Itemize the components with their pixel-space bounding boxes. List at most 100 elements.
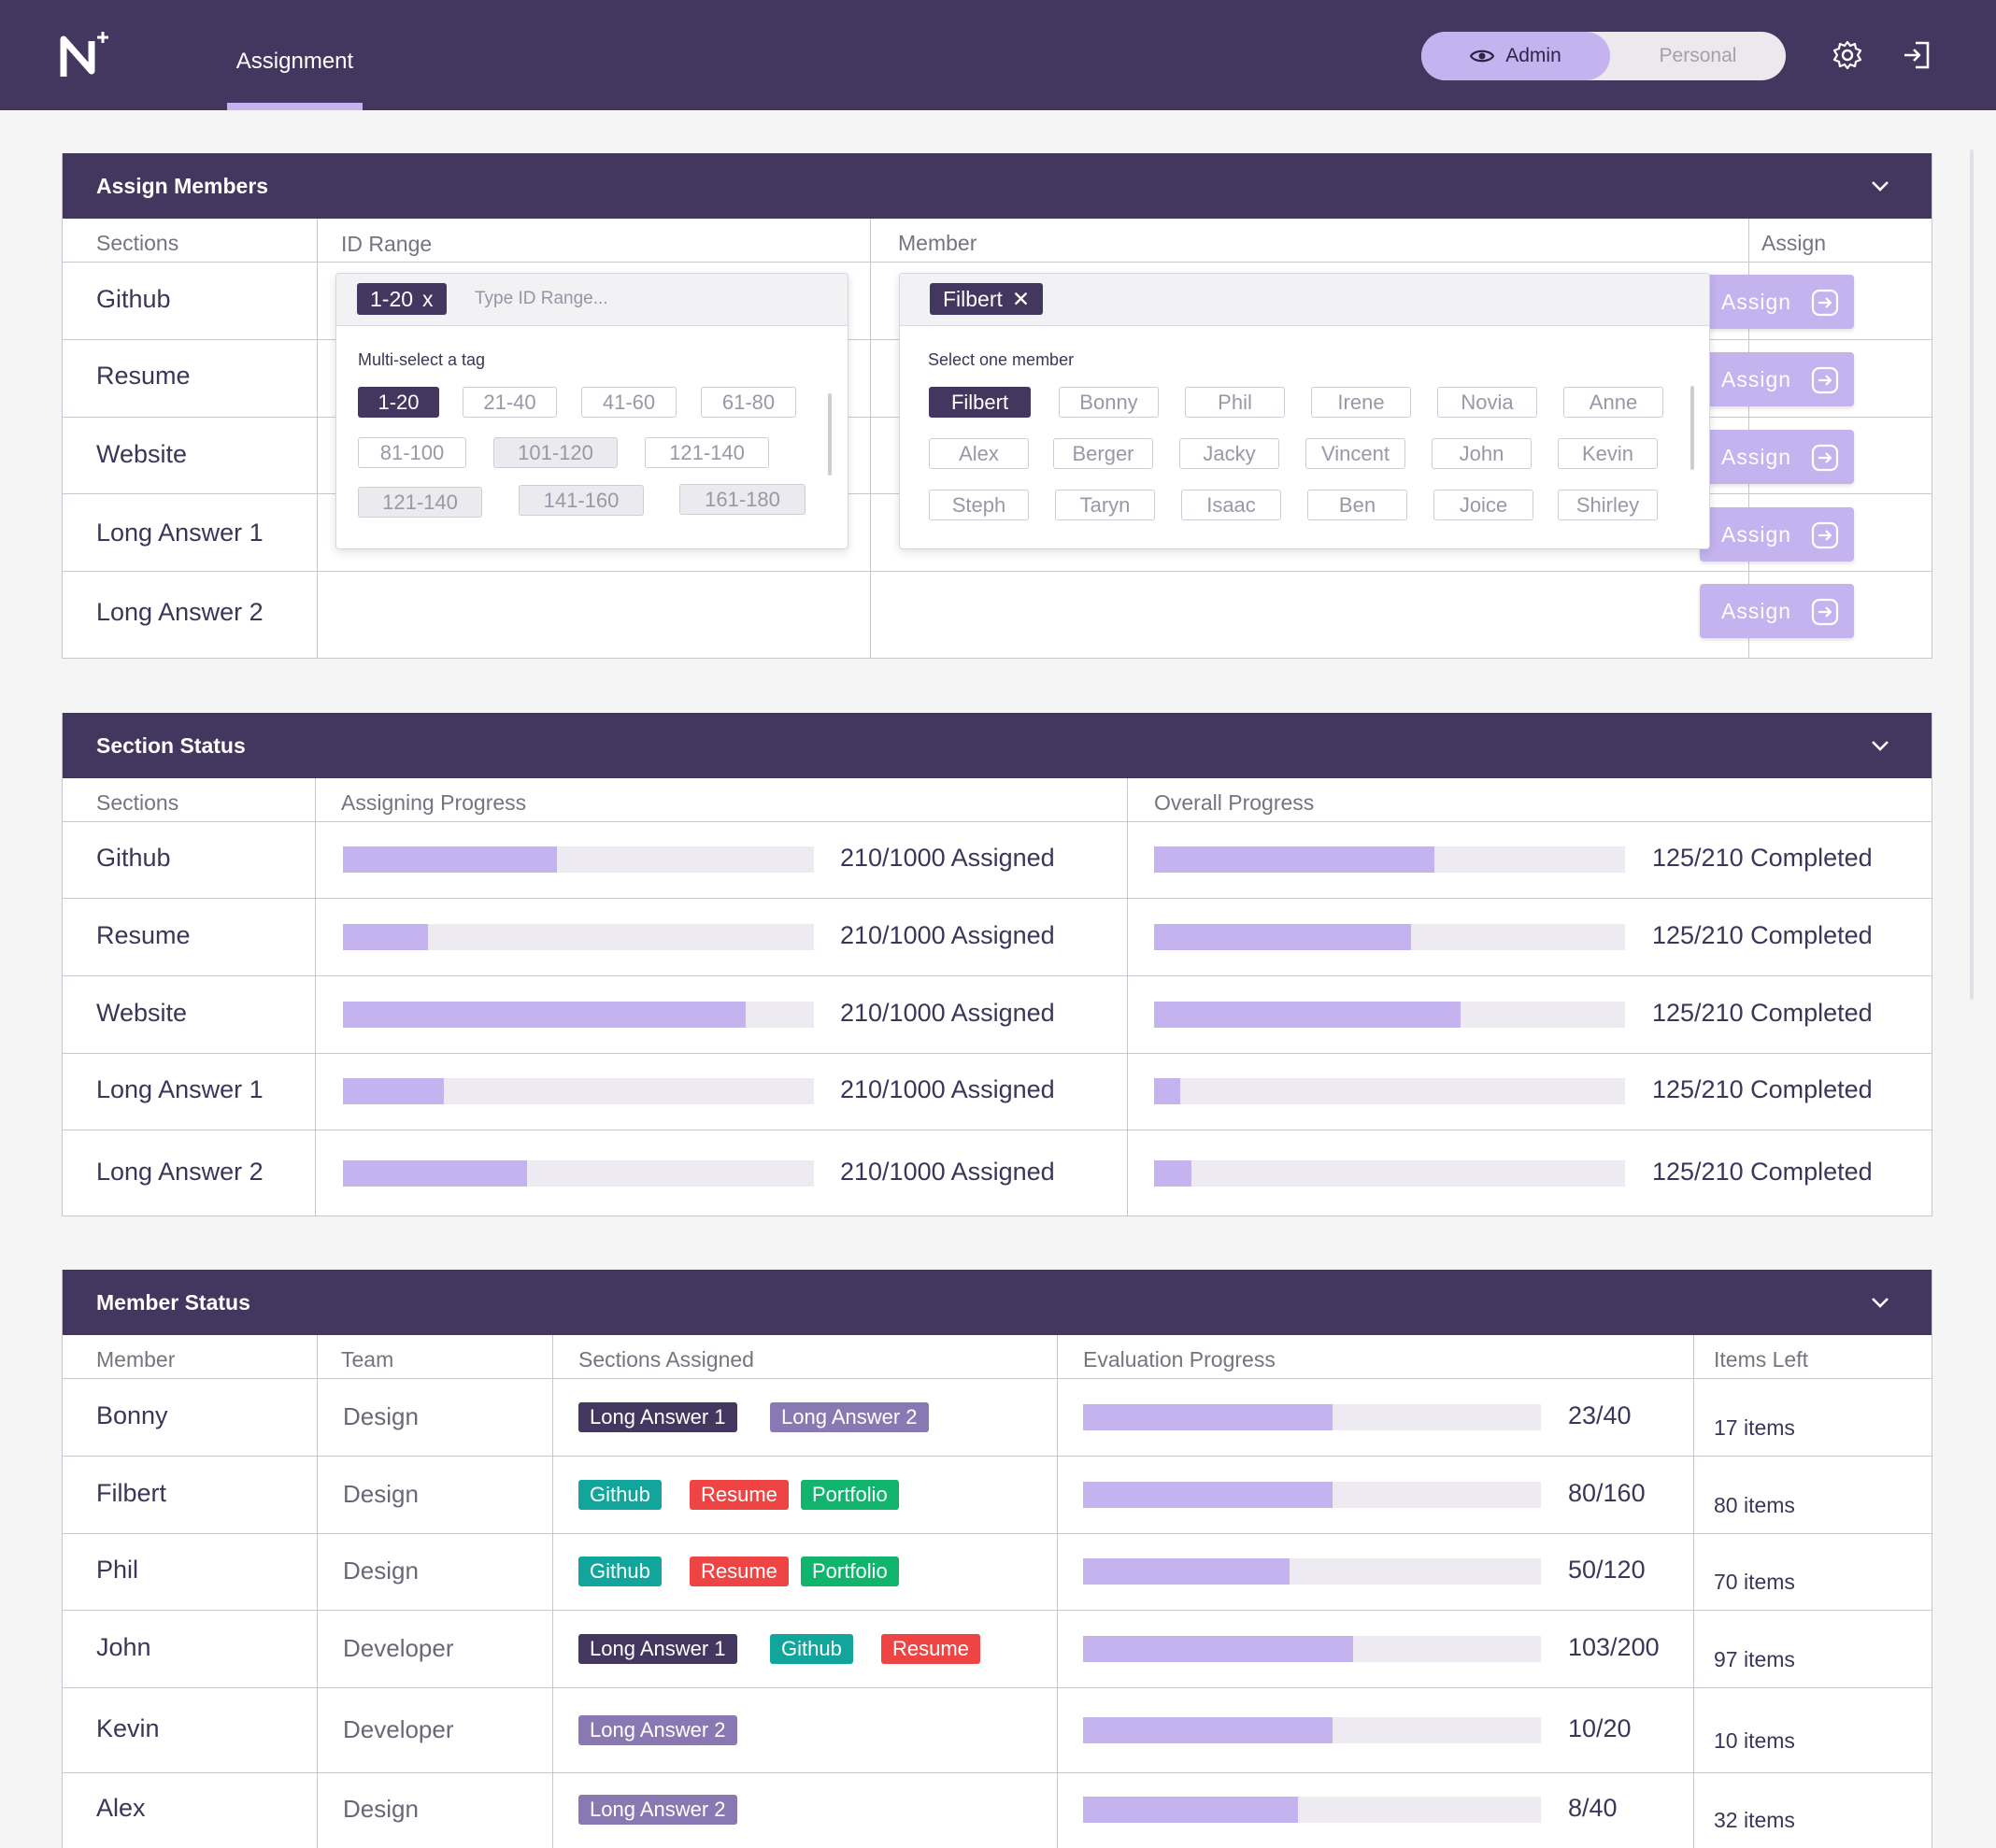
- member-tag[interactable]: Bonny: [1059, 387, 1159, 418]
- col-header-assigning-progress: Assigning Progress: [341, 790, 527, 815]
- section-row-label: Long Answer 1: [96, 519, 264, 547]
- id-tag[interactable]: 121-140: [645, 437, 769, 468]
- member-tag[interactable]: Novia: [1437, 387, 1537, 418]
- chevron-down-icon[interactable]: [1870, 1292, 1890, 1313]
- member-team: Design: [343, 1401, 419, 1430]
- assigning-progress-bar: [343, 923, 814, 950]
- dropdown-scrollbar[interactable]: [828, 393, 832, 476]
- evaluation-progress-bar: [1083, 1481, 1541, 1508]
- progress-fill: [1083, 1558, 1290, 1585]
- member-tag[interactable]: Isaac: [1181, 490, 1281, 520]
- member-tag[interactable]: Kevin: [1558, 438, 1658, 469]
- id-tag[interactable]: 81-100: [358, 437, 466, 468]
- id-tag[interactable]: 121-140: [358, 487, 482, 518]
- member-tag[interactable]: John: [1432, 438, 1532, 469]
- id-tag[interactable]: 101-120: [493, 437, 618, 468]
- assign-button[interactable]: Assign: [1700, 275, 1854, 329]
- assigning-progress-bar: [343, 1159, 814, 1187]
- section-row-label: Resume: [96, 920, 191, 949]
- member-tag[interactable]: Jacky: [1179, 438, 1279, 469]
- assigned-count: 210/1000 Assigned: [840, 1075, 1055, 1103]
- assigned-count: 210/1000 Assigned: [840, 844, 1055, 872]
- arrow-right-icon: [1811, 444, 1839, 472]
- member-tag[interactable]: Taryn: [1055, 490, 1155, 520]
- section-badge: Portfolio: [801, 1479, 899, 1510]
- member-input[interactable]: Filbert ✕: [900, 274, 1709, 326]
- chevron-down-icon[interactable]: [1870, 735, 1890, 756]
- member-status-header[interactable]: Member Status: [63, 1270, 1932, 1335]
- items-left-value: 80 items: [1714, 1492, 1795, 1517]
- completed-count: 125/210 Completed: [1652, 998, 1873, 1027]
- selected-id-chip[interactable]: 1-20 x: [357, 283, 447, 315]
- assigned-count: 210/1000 Assigned: [840, 998, 1055, 1027]
- progress-fill: [343, 1078, 445, 1104]
- gear-icon[interactable]: [1832, 39, 1863, 71]
- assign-members-header[interactable]: Assign Members: [63, 153, 1932, 219]
- personal-mode-label: Personal: [1659, 45, 1737, 66]
- member-tag[interactable]: Filbert: [929, 387, 1031, 418]
- remove-tag-icon[interactable]: x: [422, 286, 434, 311]
- member-team: Developer: [343, 1633, 454, 1662]
- logout-icon[interactable]: [1901, 39, 1932, 71]
- chevron-down-icon[interactable]: [1870, 176, 1890, 196]
- member-name: Alex: [96, 1794, 146, 1822]
- section-badge: Long Answer 2: [770, 1401, 929, 1432]
- tab-assignment[interactable]: Assignment: [227, 0, 363, 110]
- id-tag[interactable]: 141-160: [519, 485, 644, 516]
- assigning-progress-bar: [343, 1078, 814, 1104]
- section-status-title: Section Status: [96, 732, 246, 758]
- member-tag[interactable]: Irene: [1311, 387, 1411, 418]
- id-tag[interactable]: 1-20: [358, 387, 439, 418]
- evaluation-progress-bar: [1083, 1635, 1541, 1662]
- id-tag[interactable]: 21-40: [463, 387, 557, 418]
- member-tag[interactable]: Joice: [1433, 490, 1533, 520]
- member-tag[interactable]: Anne: [1563, 387, 1663, 418]
- dropdown-scrollbar[interactable]: [1690, 386, 1694, 470]
- member-team: Developer: [343, 1714, 454, 1743]
- evaluation-count: 103/200: [1568, 1632, 1660, 1661]
- overall-progress-bar: [1154, 1001, 1625, 1028]
- id-range-placeholder: Type ID Range...: [475, 289, 608, 308]
- section-row-label: Website: [96, 998, 188, 1027]
- app-logo-icon[interactable]: [56, 28, 112, 84]
- section-badge: Long Answer 1: [578, 1633, 737, 1664]
- section-badge: Github: [578, 1557, 662, 1586]
- section-row-label: Long Answer 2: [96, 1157, 264, 1186]
- id-range-input[interactable]: 1-20 x Type ID Range...: [336, 274, 848, 326]
- assign-button[interactable]: Assign: [1700, 584, 1854, 638]
- evaluation-count: 80/160: [1568, 1478, 1646, 1507]
- assign-button[interactable]: Assign: [1700, 352, 1854, 406]
- section-row-label: Long Answer 1: [96, 1075, 264, 1103]
- evaluation-progress-bar: [1083, 1716, 1541, 1743]
- close-icon[interactable]: ✕: [1011, 286, 1031, 311]
- section-badge: Resume: [690, 1479, 789, 1510]
- tab-assignment-label: Assignment: [235, 49, 354, 74]
- arrow-right-icon: [1811, 289, 1839, 317]
- member-tag[interactable]: Berger: [1053, 438, 1153, 469]
- assigning-progress-bar: [343, 1001, 814, 1028]
- col-header-team: Team: [341, 1347, 394, 1372]
- progress-fill: [1154, 1078, 1180, 1104]
- member-tag[interactable]: Alex: [929, 438, 1029, 469]
- active-tab-indicator: [227, 103, 363, 110]
- section-badge: Github: [578, 1479, 662, 1510]
- id-tag[interactable]: 161-180: [679, 484, 806, 515]
- admin-mode-button[interactable]: Admin: [1421, 32, 1610, 80]
- selected-member-chip[interactable]: Filbert ✕: [930, 283, 1044, 315]
- progress-fill: [1083, 1481, 1333, 1508]
- member-name: Filbert: [96, 1478, 167, 1507]
- personal-mode-button[interactable]: Personal: [1610, 32, 1786, 80]
- assign-button[interactable]: Assign: [1700, 430, 1854, 484]
- id-tag[interactable]: 41-60: [581, 387, 677, 418]
- member-tag[interactable]: Vincent: [1305, 438, 1405, 469]
- member-tag[interactable]: Phil: [1185, 387, 1285, 418]
- member-tag[interactable]: Shirley: [1558, 490, 1658, 520]
- id-tag[interactable]: 61-80: [701, 387, 796, 418]
- page-scrollbar[interactable]: [1970, 149, 1974, 1000]
- section-status-header[interactable]: Section Status: [63, 713, 1932, 778]
- assign-button[interactable]: Assign: [1700, 507, 1854, 562]
- member-tag[interactable]: Ben: [1307, 490, 1407, 520]
- member-tag[interactable]: Steph: [929, 490, 1029, 520]
- col-header-evaluation-progress: Evaluation Progress: [1083, 1347, 1276, 1372]
- assign-button-label: Assign: [1721, 521, 1792, 547]
